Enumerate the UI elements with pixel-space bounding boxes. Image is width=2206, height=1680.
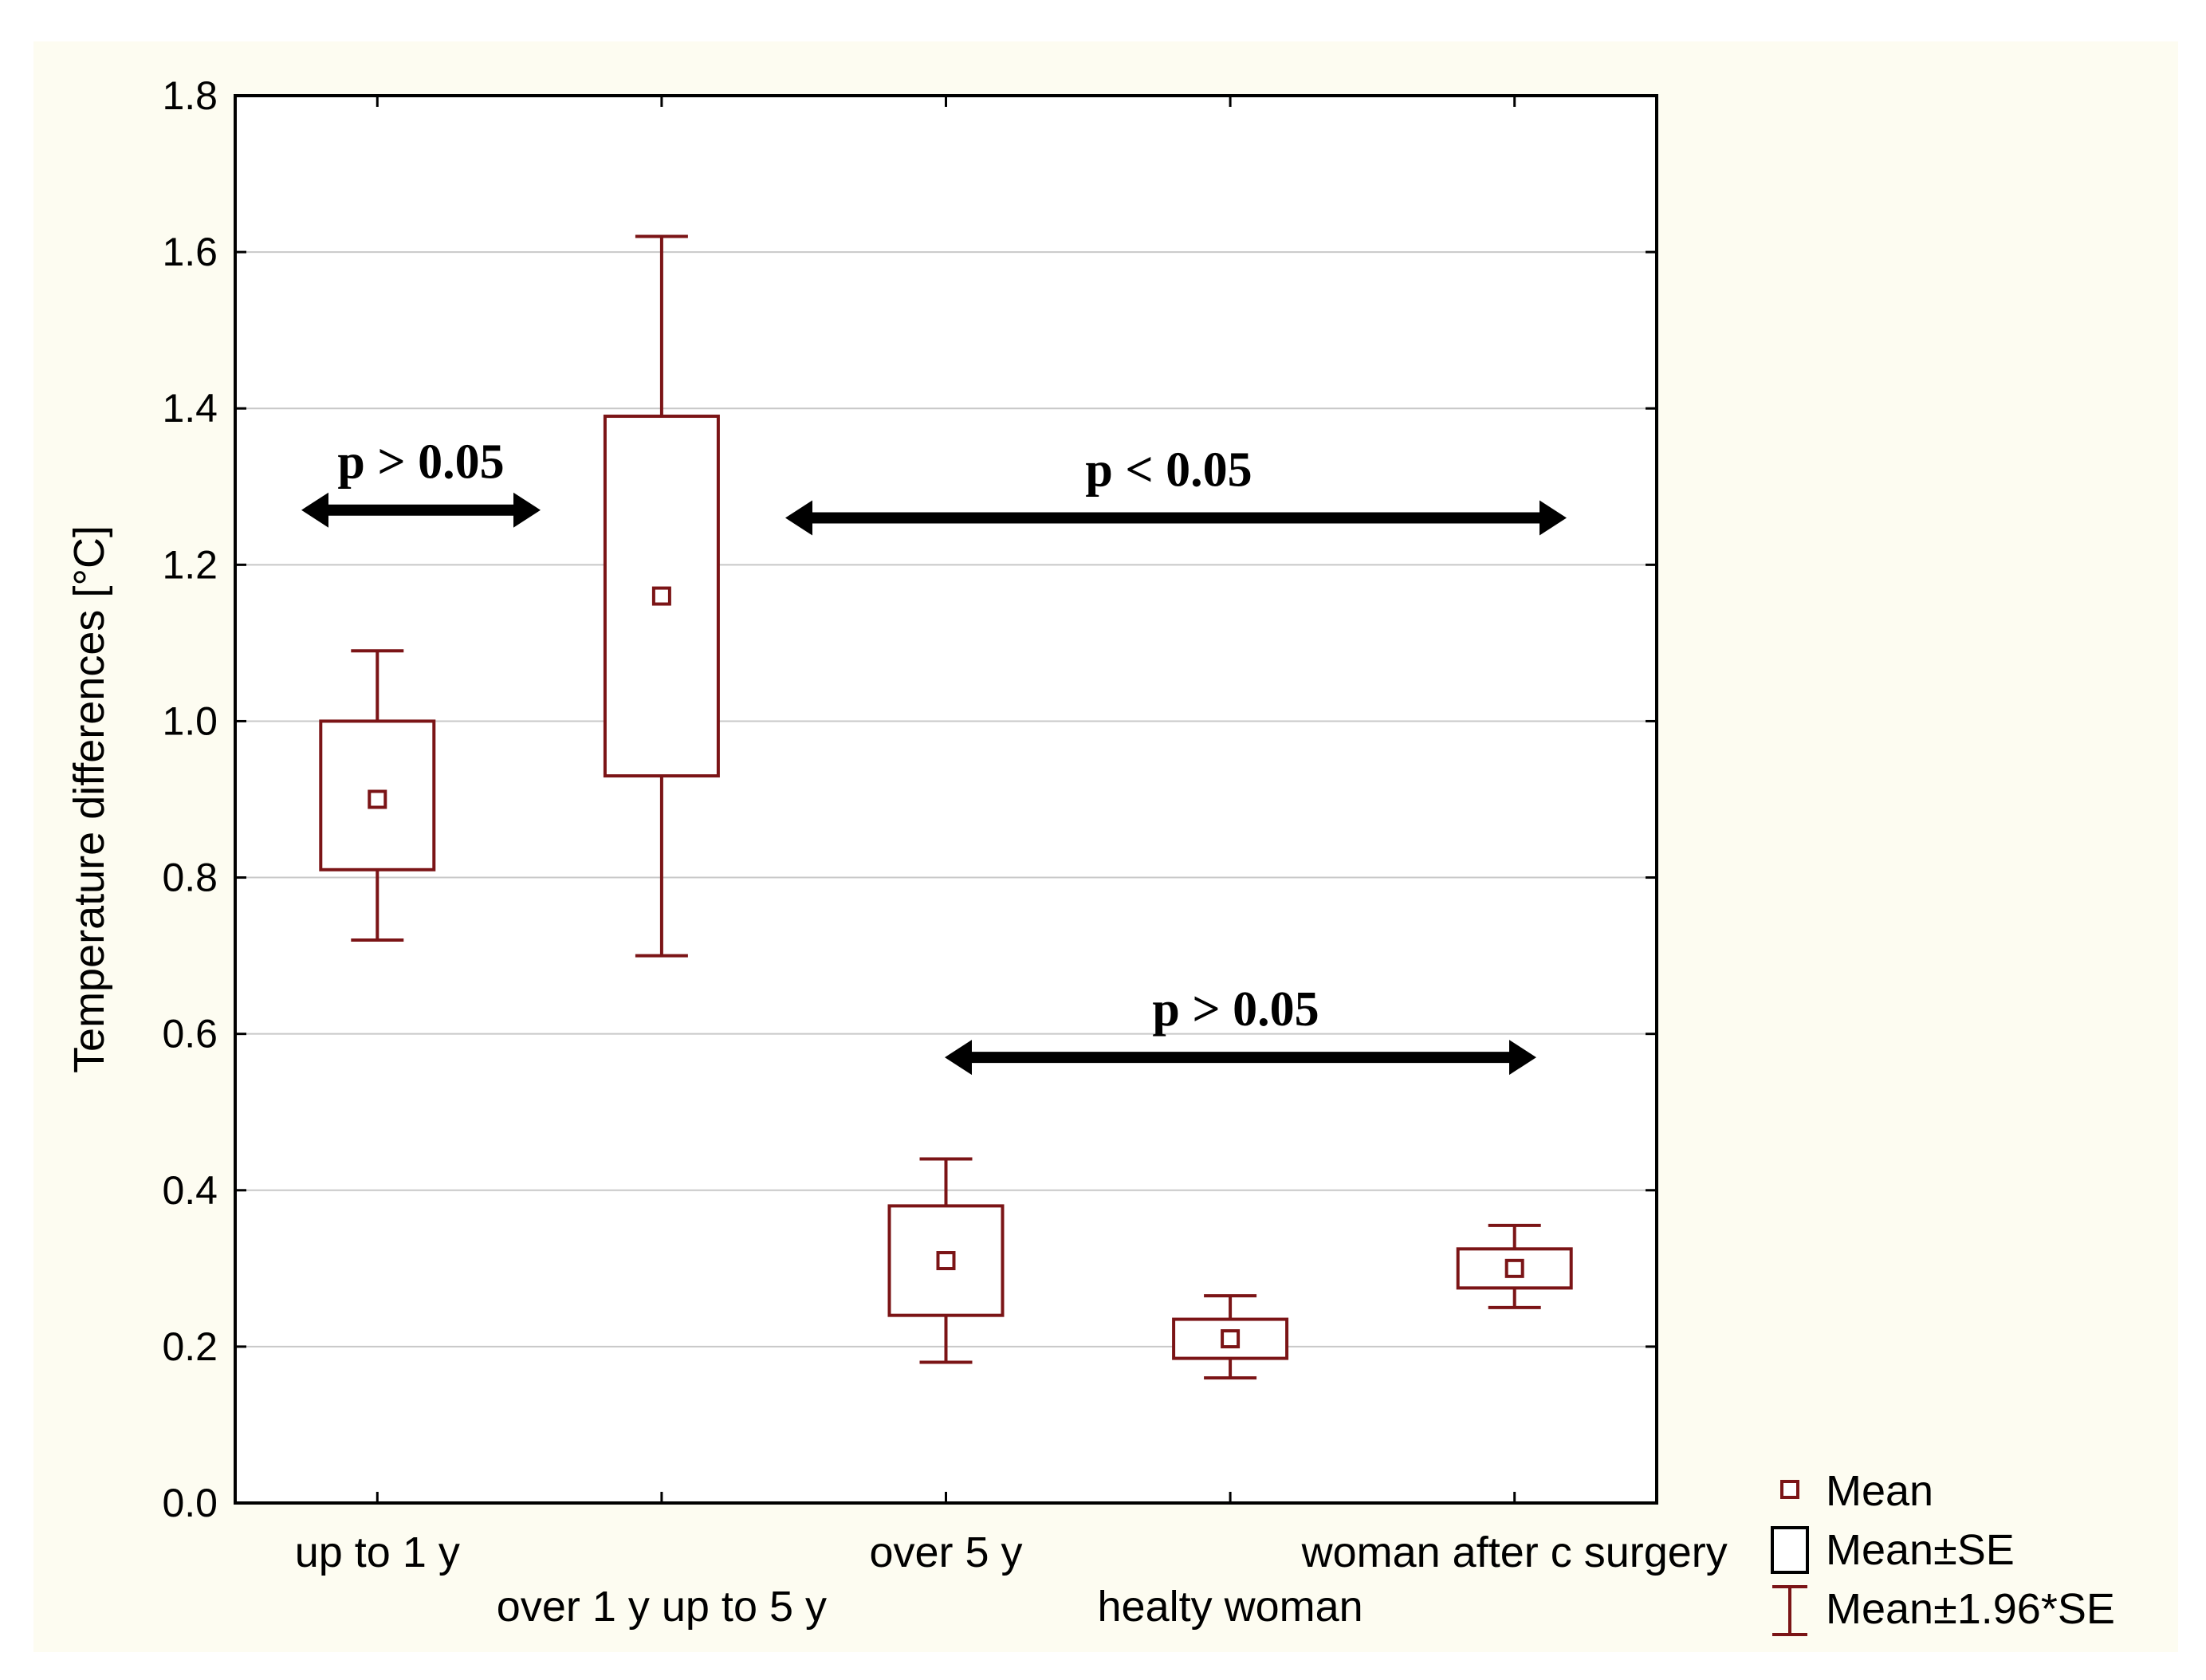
legend-label-ci: Mean±1.96*SE: [1826, 1585, 2115, 1633]
arrow-head-left: [301, 492, 328, 528]
gridlines: [235, 251, 1657, 1348]
significance-label: p < 0.05: [1085, 443, 1252, 498]
significance-label: p > 0.05: [1152, 982, 1319, 1037]
y-tick-label: 0.4: [162, 1168, 218, 1213]
arrow-head-right: [1509, 1040, 1536, 1076]
box-group: [1456, 1223, 1573, 1309]
x-axis-labels: up to 1 y over 1 y up to 5 y over 5 y healt…: [295, 96, 1728, 1631]
y-tick-label: 1.8: [162, 73, 218, 118]
mean-marker: [1221, 1329, 1241, 1349]
arrow-head-left: [785, 500, 812, 536]
arrow-head-left: [945, 1040, 972, 1076]
x-category-label: woman after c surgery: [1301, 1529, 1728, 1576]
y-tick-label: 1.0: [162, 698, 218, 743]
mean-marker: [936, 1251, 956, 1271]
y-tick-label: 0.2: [162, 1324, 218, 1369]
y-tick-label: 1.4: [162, 386, 218, 431]
x-category-label: over 1 y up to 5 y: [497, 1583, 827, 1631]
box-group: [319, 649, 436, 942]
legend-label-mean: Mean: [1826, 1467, 1933, 1515]
box-group: [887, 1157, 1005, 1364]
mean-marker: [1504, 1258, 1524, 1278]
y-axis-label: Temperature differences [°C]: [65, 525, 113, 1073]
significance-annotations: p > 0.05 p < 0.05 p > 0.05: [301, 435, 1567, 1076]
y-tick-label: 1.6: [162, 230, 218, 274]
y-tick-label: 0.6: [162, 1012, 218, 1056]
x-category-label: over 5 y: [869, 1529, 1022, 1576]
y-tick-label: 1.2: [162, 542, 218, 587]
legend-label-se: Mean±SE: [1826, 1526, 2015, 1574]
x-category-label: healty woman: [1098, 1583, 1363, 1631]
y-axis-ticks: 0.0 0.2 0.4 0.6 0.8 1.0 1.2 1.4 1.6 1.8: [162, 73, 1657, 1525]
x-category-label: up to 1 y: [295, 1529, 460, 1576]
box-group: [603, 234, 720, 958]
significance-arrow: p > 0.05: [945, 982, 1536, 1076]
box-group: [1172, 1294, 1289, 1380]
y-tick-label: 0.0: [162, 1481, 218, 1525]
significance-label: p > 0.05: [337, 435, 504, 490]
significance-arrow: p > 0.05: [301, 435, 541, 528]
arrow-head-right: [1539, 500, 1567, 536]
y-tick-label: 0.8: [162, 856, 218, 900]
box-series: [319, 234, 1573, 1380]
mean-marker: [651, 586, 671, 606]
legend-symbol-mean: [1780, 1480, 1799, 1499]
arrow-head-right: [513, 492, 541, 528]
legend: Mean Mean±SE Mean±1.96*SE: [1771, 1467, 2115, 1636]
legend-symbol-se: [1771, 1526, 1809, 1574]
significance-arrow: p < 0.05: [785, 443, 1567, 536]
mean-marker: [368, 789, 387, 809]
